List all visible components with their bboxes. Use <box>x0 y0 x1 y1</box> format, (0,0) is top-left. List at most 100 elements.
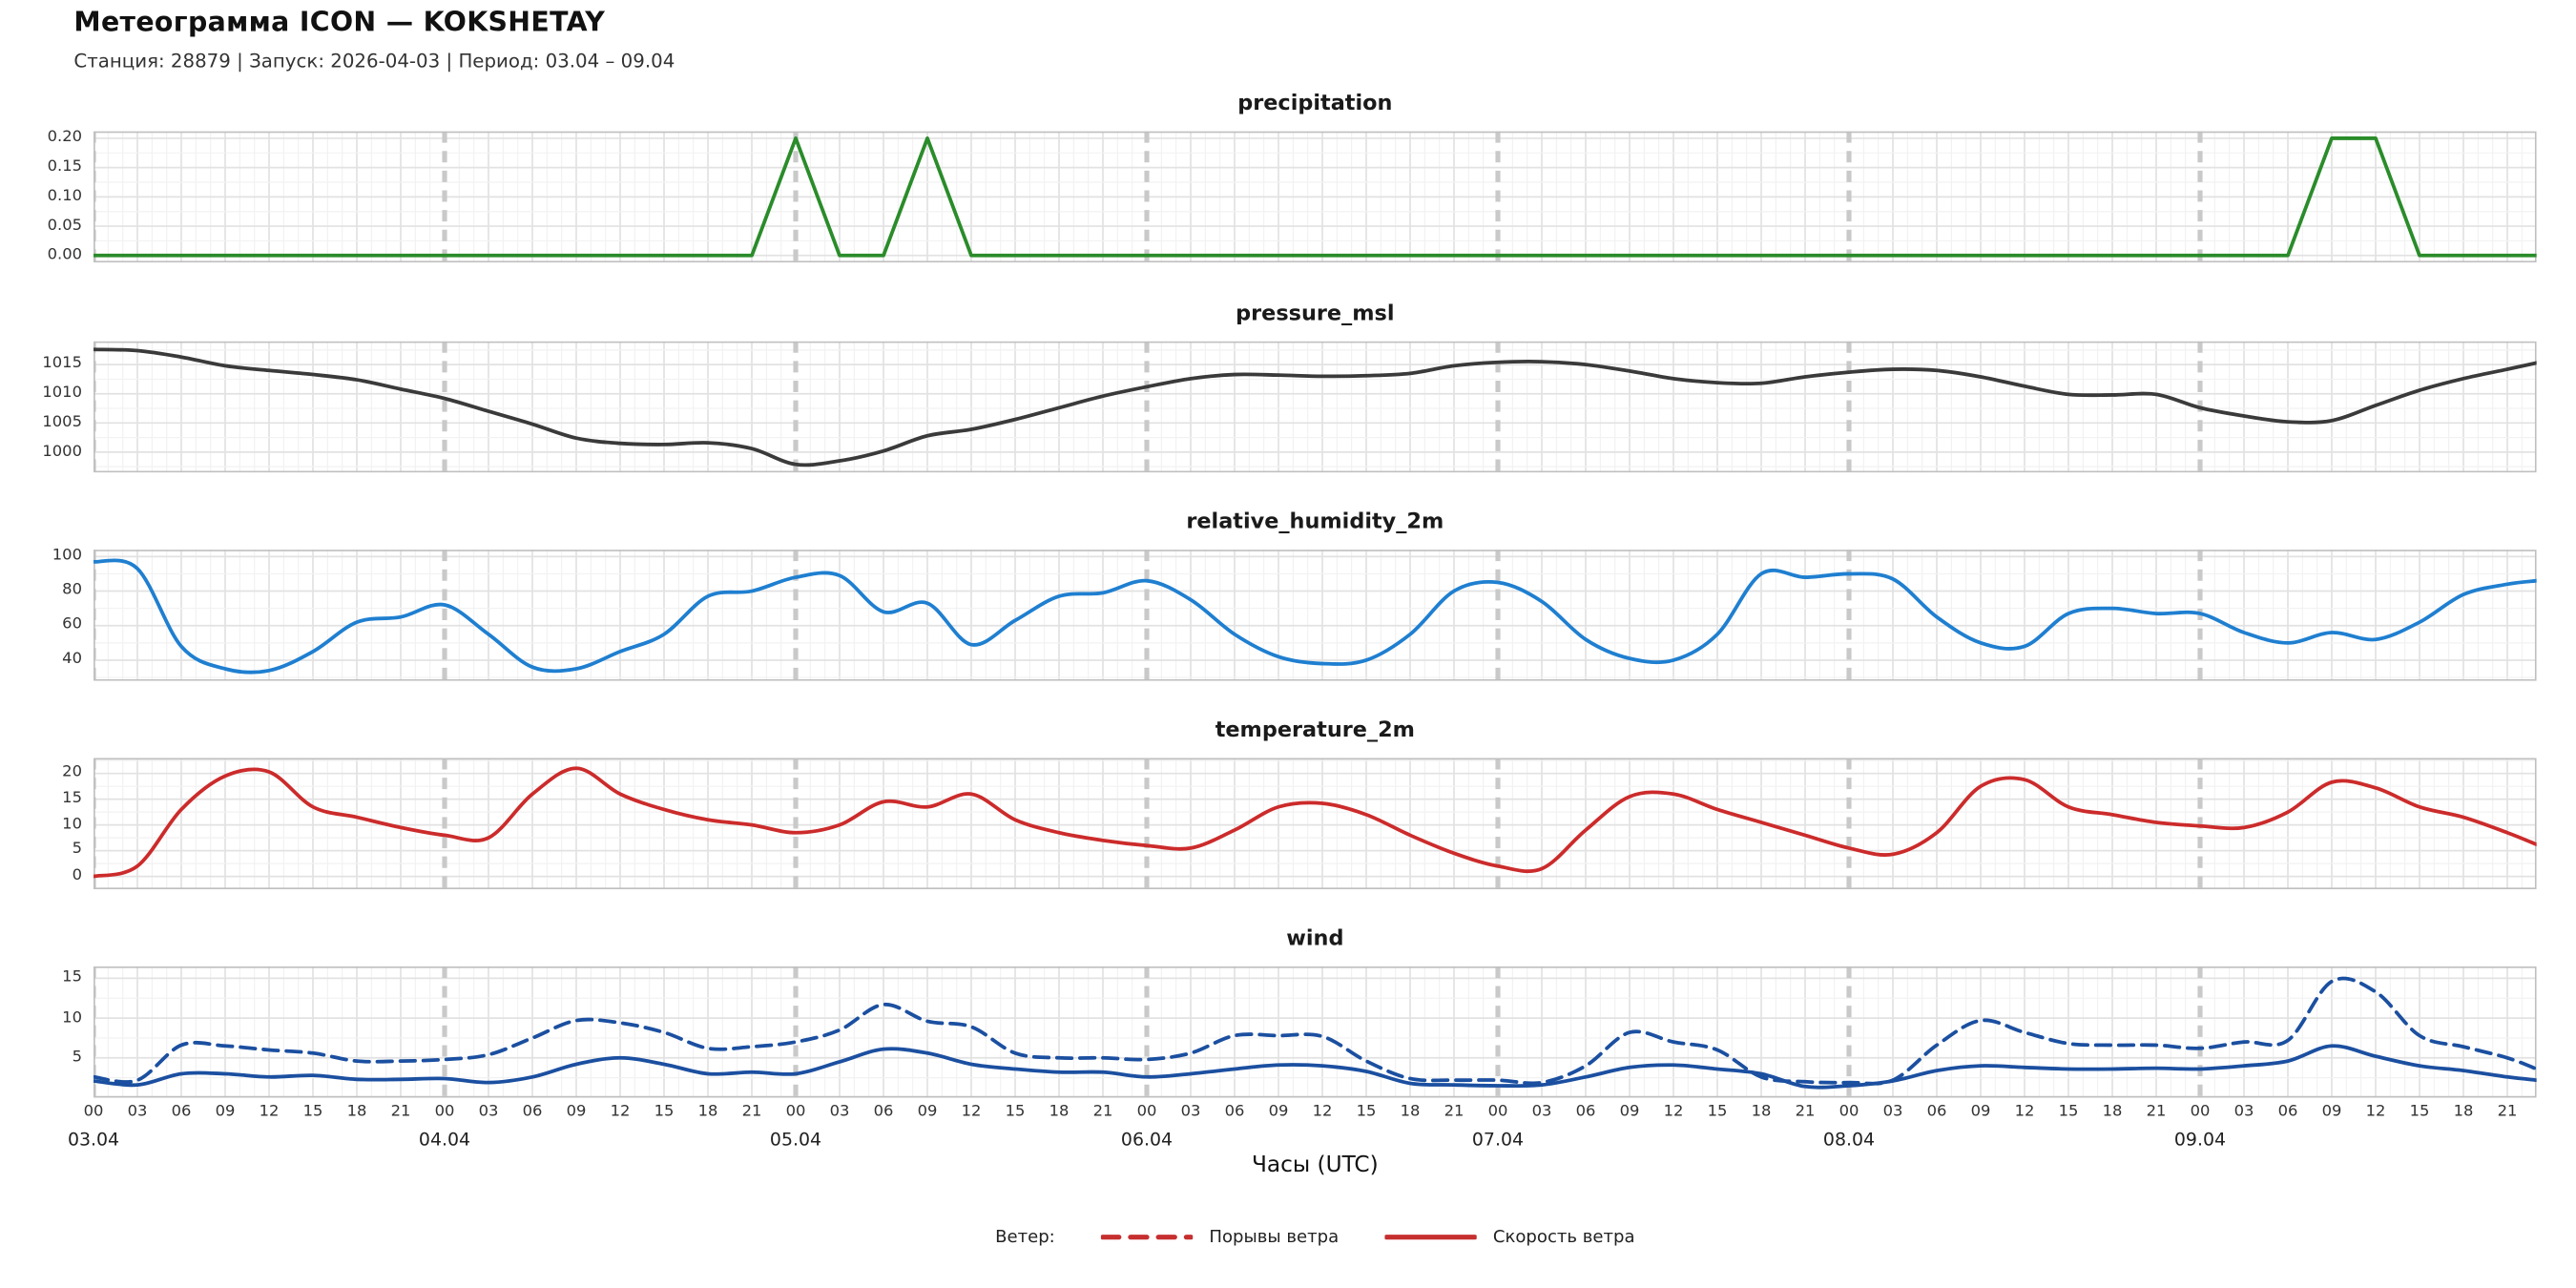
xtick-day-03.04: 03.04 <box>67 1129 120 1151</box>
xtick-hour: 15 <box>302 1102 323 1121</box>
legend-item-speed: Скорость ветра <box>1384 1227 1635 1247</box>
xtick-hour: 03 <box>127 1102 148 1121</box>
xtick-hour: 18 <box>1400 1102 1421 1121</box>
ytick-relative_humidity_2m-40: 40 <box>62 650 82 669</box>
xtick-hour: 21 <box>2497 1102 2518 1121</box>
xtick-hour: 00 <box>2190 1102 2211 1121</box>
ytick-temperature_2m-5: 5 <box>72 841 82 860</box>
ytick-precipitation-0.00: 0.00 <box>47 245 82 264</box>
ytick-wind-5: 5 <box>72 1048 82 1067</box>
panel-title-temperature_2m: temperature_2m <box>1215 718 1415 744</box>
xtick-hour: 21 <box>1444 1102 1465 1121</box>
xtick-hour: 03 <box>829 1102 850 1121</box>
xtick-hour: 03 <box>1882 1102 1903 1121</box>
xtick-hour: 03 <box>1531 1102 1552 1121</box>
xtick-hour: 03 <box>1180 1102 1201 1121</box>
xtick-hour: 09 <box>1970 1102 1991 1121</box>
ytick-temperature_2m-15: 15 <box>62 789 82 808</box>
ytick-precipitation-0.10: 0.10 <box>47 187 82 205</box>
xtick-hour: 12 <box>610 1102 631 1121</box>
ytick-temperature_2m-0: 0 <box>72 866 82 885</box>
panel-plot-pressure_msl <box>93 341 2537 473</box>
xtick-hour: 21 <box>2146 1102 2167 1121</box>
xtick-hour: 09 <box>917 1102 938 1121</box>
series-line-pressure_msl <box>93 347 2537 467</box>
gusts-label: Порывы ветра <box>1209 1227 1340 1247</box>
legend-item-gusts: Порывы ветра <box>1100 1227 1340 1247</box>
ytick-precipitation-0.15: 0.15 <box>47 157 82 177</box>
xtick-hour: 06 <box>171 1102 192 1121</box>
xtick-hour: 15 <box>654 1102 675 1121</box>
panel-title-precipitation: precipitation <box>1237 92 1393 117</box>
figure-subtitle: Станция: 28879 | Запуск: 2026-04-03 | Пе… <box>73 49 675 73</box>
figure-title: Метеограмма ICON — KOKSHETAY <box>73 6 606 38</box>
xtick-day-06.04: 06.04 <box>1120 1129 1174 1151</box>
xtick-hour: 12 <box>961 1102 982 1121</box>
gusts-line-sample-icon <box>1100 1227 1194 1247</box>
ytick-pressure_msl-1000: 1000 <box>42 442 82 461</box>
ytick-pressure_msl-1010: 1010 <box>42 384 82 403</box>
ytick-pressure_msl-1015: 1015 <box>42 354 82 373</box>
xtick-hour: 06 <box>873 1102 894 1121</box>
xtick-hour: 15 <box>1707 1102 1728 1121</box>
ytick-relative_humidity_2m-60: 60 <box>62 615 82 634</box>
xtick-hour: 12 <box>1663 1102 1684 1121</box>
ytick-temperature_2m-10: 10 <box>62 815 82 834</box>
speed-line-sample-icon <box>1384 1227 1477 1247</box>
xtick-hour: 21 <box>741 1102 762 1121</box>
xtick-hour: 03 <box>2233 1102 2254 1121</box>
xtick-hour: 00 <box>83 1102 104 1121</box>
xtick-hour: 12 <box>2365 1102 2386 1121</box>
xtick-hour: 06 <box>1926 1102 1947 1121</box>
xtick-hour: 00 <box>1839 1102 1859 1121</box>
xtick-hour: 12 <box>2014 1102 2035 1121</box>
xtick-hour: 18 <box>346 1102 367 1121</box>
xtick-day-07.04: 07.04 <box>1471 1129 1525 1151</box>
xtick-hour: 09 <box>215 1102 236 1121</box>
legend-prefix-label: Ветер: <box>995 1227 1055 1247</box>
xtick-hour: 09 <box>1268 1102 1289 1121</box>
speed-label: Скорость ветра <box>1492 1227 1635 1247</box>
ytick-precipitation-0.05: 0.05 <box>47 216 82 235</box>
xtick-hour: 03 <box>478 1102 499 1121</box>
xtick-hour: 18 <box>1049 1102 1070 1121</box>
panel-plot-precipitation <box>93 131 2537 263</box>
xtick-hour: 15 <box>2058 1102 2079 1121</box>
xtick-hour: 18 <box>697 1102 718 1121</box>
xtick-hour: 00 <box>434 1102 455 1121</box>
xtick-hour: 09 <box>2321 1102 2342 1121</box>
xtick-hour: 18 <box>1751 1102 1772 1121</box>
panel-title-relative_humidity_2m: relative_humidity_2m <box>1186 509 1444 535</box>
xtick-hour: 15 <box>1356 1102 1377 1121</box>
xtick-hour: 06 <box>2277 1102 2298 1121</box>
xtick-day-08.04: 08.04 <box>1822 1129 1876 1151</box>
xtick-hour: 09 <box>566 1102 587 1121</box>
xtick-day-05.04: 05.04 <box>769 1129 822 1151</box>
xtick-hour: 12 <box>259 1102 280 1121</box>
series-line-wind-dashed <box>93 976 2537 1086</box>
xtick-hour: 00 <box>1487 1102 1508 1121</box>
xtick-hour: 06 <box>1575 1102 1596 1121</box>
panel-plot-relative_humidity_2m <box>93 550 2537 681</box>
ytick-wind-15: 15 <box>62 968 82 987</box>
xtick-hour: 21 <box>1795 1102 1816 1121</box>
xtick-hour: 18 <box>2102 1102 2123 1121</box>
ytick-pressure_msl-1005: 1005 <box>42 412 82 431</box>
xtick-hour: 21 <box>1092 1102 1113 1121</box>
panel-plot-wind <box>93 966 2537 1098</box>
series-line-relative_humidity_2m <box>93 558 2537 675</box>
wind-legend: Ветер: Порывы ветра Скорость ветра <box>93 1227 2537 1247</box>
xtick-hour: 06 <box>522 1102 543 1121</box>
ytick-temperature_2m-20: 20 <box>62 763 82 782</box>
xtick-hour: 18 <box>2453 1102 2474 1121</box>
panel-title-pressure_msl: pressure_msl <box>1236 301 1395 327</box>
xtick-hour: 15 <box>2409 1102 2430 1121</box>
panel-title-wind: wind <box>1286 926 1344 952</box>
xtick-hour: 06 <box>1224 1102 1245 1121</box>
ytick-wind-10: 10 <box>62 1008 82 1027</box>
xtick-day-09.04: 09.04 <box>2173 1129 2227 1151</box>
series-line-wind <box>93 1044 2537 1090</box>
xtick-day-04.04: 04.04 <box>418 1129 471 1151</box>
